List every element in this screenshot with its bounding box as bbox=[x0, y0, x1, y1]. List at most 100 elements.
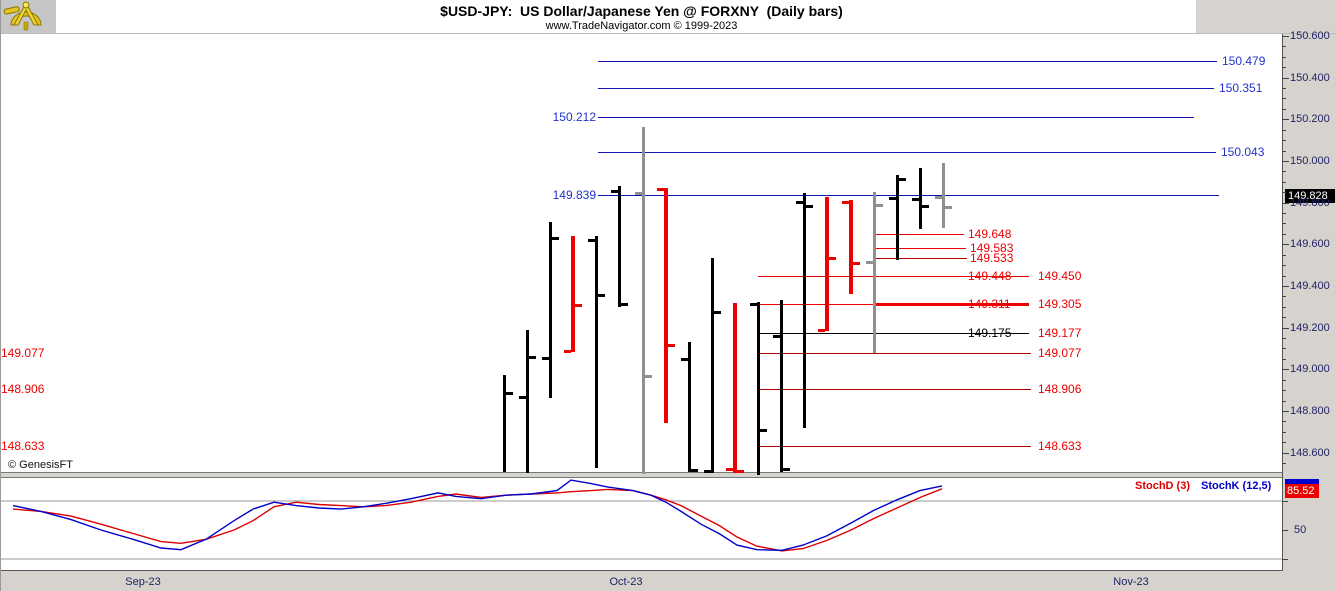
price-axis-minor-tick bbox=[1282, 421, 1286, 422]
open-tick bbox=[519, 396, 526, 399]
price-plot-area: © GenesisFT bbox=[1, 34, 1282, 472]
close-tick bbox=[691, 469, 698, 472]
price-axis-minor-tick bbox=[1282, 67, 1286, 68]
level-line-150.212[interactable] bbox=[598, 117, 1194, 118]
price-bar-5 bbox=[588, 236, 605, 468]
open-tick bbox=[889, 197, 896, 200]
level-line-thick-149.311[interactable] bbox=[874, 303, 1029, 306]
price-bar-8 bbox=[657, 188, 675, 423]
month-label-Nov-23: Nov-23 bbox=[1113, 576, 1149, 588]
stochd-value-badge: 85.52 bbox=[1285, 484, 1319, 498]
price-bar-20 bbox=[935, 163, 952, 228]
level-label-148.633[interactable]: 148.633 bbox=[1, 439, 45, 453]
open-tick bbox=[842, 201, 849, 204]
level-line-149.533[interactable] bbox=[874, 258, 967, 259]
level-line-149.077[interactable] bbox=[758, 353, 1031, 354]
price-axis-label-150.000: 150.000 bbox=[1290, 155, 1330, 167]
level-line-149.175[interactable] bbox=[758, 333, 1029, 334]
level-line-149.448[interactable] bbox=[758, 276, 1029, 277]
price-bar-1 bbox=[503, 375, 513, 472]
stoch-axis-tick-75 bbox=[1282, 501, 1288, 502]
price-axis-minor-tick bbox=[1282, 234, 1286, 235]
close-tick bbox=[760, 429, 767, 432]
price-bar-3 bbox=[542, 222, 559, 398]
stoch-axis-tick-25 bbox=[1282, 559, 1288, 560]
price-axis-label-149.000: 149.000 bbox=[1290, 363, 1330, 375]
close-tick bbox=[645, 375, 652, 378]
price-axis-minor-tick bbox=[1282, 432, 1286, 433]
level-right-label-149.177[interactable]: 149.177 bbox=[1038, 326, 1082, 340]
price-axis-major-tick bbox=[1282, 369, 1289, 370]
level-label-149.583[interactable]: 149.583 bbox=[970, 241, 1014, 255]
level-line-150.043[interactable] bbox=[598, 152, 1216, 153]
price-axis-label-149.400: 149.400 bbox=[1290, 280, 1330, 292]
price-bar-14 bbox=[796, 193, 813, 428]
close-tick bbox=[899, 178, 906, 181]
top-right-corner-panel bbox=[1196, 0, 1336, 33]
level-label-149.533[interactable]: 149.533 bbox=[970, 251, 1014, 265]
level-right-label-148.633[interactable]: 148.633 bbox=[1038, 439, 1082, 453]
level-line-148.906[interactable] bbox=[758, 389, 1031, 390]
stochk-legend-label[interactable]: StochK (12,5) bbox=[1201, 480, 1272, 492]
level-line-149.583[interactable] bbox=[874, 248, 966, 249]
stoch-midline-label: 50 bbox=[1294, 524, 1307, 536]
time-axis-strip bbox=[1, 571, 1336, 591]
close-tick bbox=[714, 311, 721, 314]
price-axis-label-148.800: 148.800 bbox=[1290, 405, 1330, 417]
level-label-149.648[interactable]: 149.648 bbox=[968, 227, 1012, 241]
open-tick bbox=[635, 192, 642, 195]
price-bar-16 bbox=[842, 200, 860, 294]
close-tick bbox=[876, 204, 883, 207]
price-bar-12 bbox=[750, 302, 767, 475]
price-axis-minor-tick bbox=[1282, 390, 1286, 391]
level-label-149.077[interactable]: 149.077 bbox=[1, 346, 45, 360]
genesisft-watermark: © GenesisFT bbox=[8, 459, 73, 471]
price-bar-6 bbox=[611, 186, 628, 307]
price-axis-minor-tick bbox=[1282, 223, 1286, 224]
close-tick bbox=[621, 303, 628, 306]
level-right-label-149.305[interactable]: 149.305 bbox=[1038, 297, 1082, 311]
price-axis-minor-tick bbox=[1282, 296, 1286, 297]
price-axis-minor-tick bbox=[1282, 463, 1286, 464]
level-line-148.633[interactable] bbox=[758, 446, 1031, 447]
price-axis-minor-tick bbox=[1282, 307, 1286, 308]
level-right-label-148.906[interactable]: 148.906 bbox=[1038, 382, 1082, 396]
level-label-149.839[interactable]: 149.839 bbox=[552, 188, 596, 202]
price-bar-18 bbox=[889, 175, 906, 260]
month-label-Oct-23: Oct-23 bbox=[609, 576, 643, 588]
price-axis-minor-tick bbox=[1282, 130, 1286, 131]
level-line-149.648[interactable] bbox=[874, 234, 964, 235]
price-axis-major-tick bbox=[1282, 36, 1289, 37]
level-label-150.043[interactable]: 150.043 bbox=[1221, 145, 1265, 159]
close-tick bbox=[783, 468, 790, 471]
price-axis-minor-tick bbox=[1282, 213, 1286, 214]
stochd-legend-label[interactable]: StochD (3) bbox=[1135, 480, 1190, 492]
level-right-label-149.450[interactable]: 149.450 bbox=[1038, 269, 1082, 283]
level-label-150.351[interactable]: 150.351 bbox=[1219, 81, 1263, 95]
price-bar-11 bbox=[726, 303, 744, 473]
panel-splitter[interactable] bbox=[1, 472, 1336, 478]
open-tick bbox=[588, 239, 595, 242]
level-line-149.839[interactable] bbox=[598, 195, 1219, 196]
close-tick bbox=[575, 304, 582, 307]
price-axis-minor-tick bbox=[1282, 380, 1286, 381]
close-tick bbox=[922, 205, 929, 208]
close-tick bbox=[806, 205, 813, 208]
open-tick bbox=[657, 188, 664, 191]
level-line-150.479[interactable] bbox=[598, 61, 1217, 62]
open-tick bbox=[773, 335, 780, 338]
open-tick bbox=[866, 261, 873, 264]
sextant-logo-icon bbox=[1, 0, 56, 32]
level-right-label-149.077[interactable]: 149.077 bbox=[1038, 346, 1082, 360]
close-tick bbox=[529, 356, 536, 359]
price-bar-17 bbox=[866, 192, 883, 353]
price-axis-minor-tick bbox=[1282, 317, 1286, 318]
price-bar-7 bbox=[635, 127, 652, 474]
level-label-148.906[interactable]: 148.906 bbox=[1, 382, 45, 396]
chart-title: $USD-JPY: US Dollar/Japanese Yen @ FORXN… bbox=[440, 3, 843, 19]
level-label-150.479[interactable]: 150.479 bbox=[1222, 54, 1266, 68]
price-axis-minor-tick bbox=[1282, 401, 1286, 402]
level-line-150.351[interactable] bbox=[598, 88, 1214, 89]
level-label-150.212[interactable]: 150.212 bbox=[552, 110, 596, 124]
